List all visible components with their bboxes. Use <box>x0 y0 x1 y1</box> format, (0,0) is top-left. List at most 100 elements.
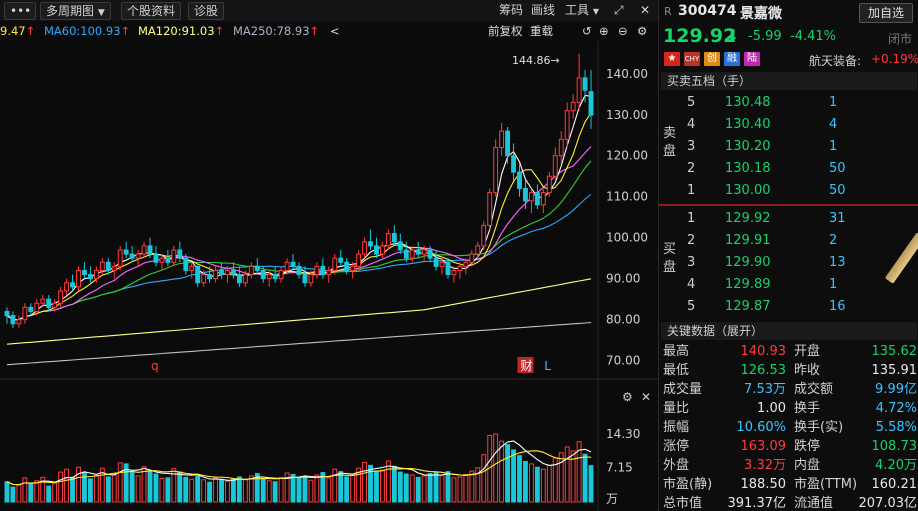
candle[interactable] <box>117 245 123 271</box>
candle[interactable] <box>379 241 385 259</box>
candle[interactable] <box>64 278 70 296</box>
candle[interactable] <box>87 266 93 283</box>
candle[interactable] <box>236 266 242 287</box>
candle[interactable] <box>523 180 528 209</box>
ask-row[interactable]: 3 130.20 1 <box>659 136 918 158</box>
candle[interactable] <box>284 258 290 275</box>
chart-marker[interactable]: q <box>151 359 159 373</box>
diagnose-button[interactable]: 诊股 <box>188 2 225 20</box>
candle[interactable] <box>362 237 367 259</box>
volume-close-icon[interactable]: ✕ <box>641 390 651 404</box>
candle[interactable] <box>34 299 40 316</box>
candle[interactable] <box>552 147 558 181</box>
candle[interactable] <box>207 266 213 283</box>
candle[interactable] <box>183 254 189 275</box>
candle[interactable] <box>52 299 58 312</box>
candle[interactable] <box>546 172 552 197</box>
zoom-in-icon[interactable]: ⊕ <box>599 24 609 38</box>
chips-button[interactable]: 筹码 <box>499 3 524 17</box>
candle[interactable] <box>296 262 302 279</box>
candle[interactable] <box>22 303 28 324</box>
candle[interactable] <box>356 249 362 271</box>
candle[interactable] <box>534 184 540 209</box>
candle[interactable] <box>141 241 147 259</box>
candle[interactable] <box>409 245 415 263</box>
candle[interactable] <box>76 266 81 291</box>
stock-info-button[interactable]: 个股资料 <box>121 2 182 20</box>
collapse-legend-button[interactable]: < <box>330 24 340 38</box>
candle[interactable] <box>260 266 266 283</box>
multi-period-button[interactable]: 多周期图 ▼ <box>40 2 111 20</box>
candle[interactable] <box>171 245 177 267</box>
bid-row[interactable]: 5 129.87 16 <box>659 296 918 318</box>
candle[interactable] <box>123 241 129 259</box>
candle[interactable] <box>403 241 409 263</box>
keydata-header[interactable]: 关键数据（展开） <box>661 322 917 340</box>
candle[interactable] <box>576 53 582 111</box>
candle[interactable] <box>564 102 570 148</box>
tools-button[interactable]: 工具 ▼ <box>565 2 599 20</box>
close-icon[interactable]: ✕ <box>640 3 651 17</box>
candle[interactable] <box>278 266 284 283</box>
candle[interactable] <box>374 237 379 259</box>
bid-row[interactable]: 2 129.91 2 <box>659 230 918 252</box>
candle[interactable] <box>308 270 314 287</box>
chart-marker[interactable]: 财 <box>520 359 532 373</box>
candle[interactable] <box>302 266 308 287</box>
candle[interactable] <box>320 258 326 279</box>
candle[interactable] <box>528 188 534 214</box>
candle[interactable] <box>350 262 356 279</box>
candle[interactable] <box>511 143 516 181</box>
candle[interactable] <box>40 295 46 308</box>
candle[interactable] <box>326 266 332 283</box>
candle[interactable] <box>588 69 594 129</box>
candle[interactable] <box>451 266 457 283</box>
candle[interactable] <box>582 69 588 103</box>
candle[interactable] <box>338 249 344 267</box>
ask-row[interactable]: 2 130.18 50 <box>659 158 918 180</box>
candle[interactable] <box>517 163 522 197</box>
candle[interactable] <box>385 229 391 250</box>
candle[interactable] <box>427 245 433 263</box>
candle[interactable] <box>481 221 487 250</box>
candle[interactable] <box>415 241 421 259</box>
draw-line-button[interactable]: 画线 <box>531 3 556 17</box>
bid-row[interactable]: 4 129.89 1 <box>659 274 918 296</box>
candle[interactable] <box>314 262 320 279</box>
candle[interactable] <box>272 266 278 283</box>
candle[interactable] <box>225 266 230 283</box>
candle[interactable] <box>111 262 117 279</box>
candle[interactable] <box>266 270 272 287</box>
candlestick-chart[interactable]: 140.00 130.00 120.00 110.00 100.00 90.00 80.00… <box>0 41 658 511</box>
candle[interactable] <box>93 266 99 283</box>
undo-icon[interactable]: ↺ <box>582 24 592 38</box>
candle[interactable] <box>475 241 481 259</box>
candle[interactable] <box>201 270 207 287</box>
bid-row[interactable]: 3 129.90 13 <box>659 252 918 274</box>
candle[interactable] <box>445 258 451 279</box>
candle[interactable] <box>368 229 373 250</box>
candle[interactable] <box>540 188 546 214</box>
candle[interactable] <box>570 94 576 119</box>
candle[interactable] <box>153 245 159 267</box>
candle[interactable] <box>457 262 463 279</box>
candle[interactable] <box>99 258 105 275</box>
candle[interactable] <box>499 122 505 156</box>
candle[interactable] <box>558 131 564 164</box>
candle[interactable] <box>332 254 338 275</box>
candle[interactable] <box>493 139 499 197</box>
candle[interactable] <box>397 233 403 255</box>
adjust-button[interactable]: 前复权 <box>488 24 523 38</box>
candle[interactable] <box>391 225 397 246</box>
candle[interactable] <box>433 249 439 271</box>
candle[interactable] <box>195 262 201 287</box>
ask-row[interactable]: 1 130.00 50 <box>659 180 918 202</box>
candle[interactable] <box>4 307 10 324</box>
candle[interactable] <box>10 311 16 328</box>
candle[interactable] <box>231 262 236 279</box>
zoom-out-icon[interactable]: ⊖ <box>618 24 628 38</box>
sector-name[interactable]: 航天装备: <box>809 54 862 68</box>
candle[interactable] <box>242 270 248 287</box>
candle[interactable] <box>248 262 254 279</box>
candle[interactable] <box>189 262 195 279</box>
